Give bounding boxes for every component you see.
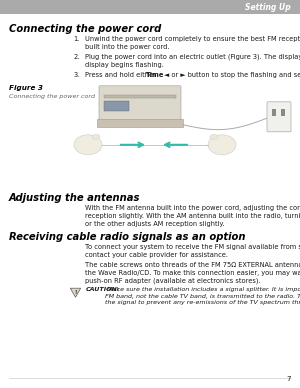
Text: Connecting the power cord: Connecting the power cord [9,94,95,99]
FancyBboxPatch shape [99,86,181,124]
Bar [104,101,129,111]
Text: Connecting the power cord: Connecting the power cord [9,24,161,34]
Text: Press and hold either: Press and hold either [85,72,158,78]
Ellipse shape [74,135,102,155]
Text: 2.: 2. [74,54,80,60]
Text: The cable screws onto threads of the FM 75Ω EXTERNAL antenna connector on the ba: The cable screws onto threads of the FM … [85,262,300,284]
Bar [104,95,176,98]
Text: 3.: 3. [74,72,80,78]
Text: 1.: 1. [74,36,80,42]
Bar [0,0,300,14]
Text: Plug the power cord into an electric outlet (Figure 3). The display panel lights: Plug the power cord into an electric out… [85,54,300,69]
Ellipse shape [210,134,218,139]
Bar [281,109,285,116]
Text: Figure 3: Figure 3 [9,85,43,91]
Text: Adjusting the antennas: Adjusting the antennas [9,193,140,203]
Text: !: ! [74,290,77,295]
FancyBboxPatch shape [267,102,291,132]
Text: Setting Up: Setting Up [245,2,291,12]
Text: To connect your system to receive the FM signal available from some cable TV com: To connect your system to receive the FM… [85,244,300,258]
Text: Make sure the installation includes a signal splitter. It is important that only: Make sure the installation includes a si… [106,287,300,305]
Bar [97,119,183,127]
Text: ◄ or ► button to stop the flashing and set the time.: ◄ or ► button to stop the flashing and s… [161,72,300,78]
Bar [272,109,276,116]
Text: Time: Time [146,72,164,78]
Text: With the FM antenna built into the power cord, adjusting the cord position affec: With the FM antenna built into the power… [85,205,300,227]
Text: 7: 7 [286,376,291,382]
Text: Receiving cable radio signals as an option: Receiving cable radio signals as an opti… [9,232,245,242]
Ellipse shape [92,134,100,139]
Text: CAUTION:: CAUTION: [85,287,120,292]
Ellipse shape [208,135,236,155]
Text: Unwind the power cord completely to ensure the best FM reception. The FM antenna: Unwind the power cord completely to ensu… [85,36,300,50]
